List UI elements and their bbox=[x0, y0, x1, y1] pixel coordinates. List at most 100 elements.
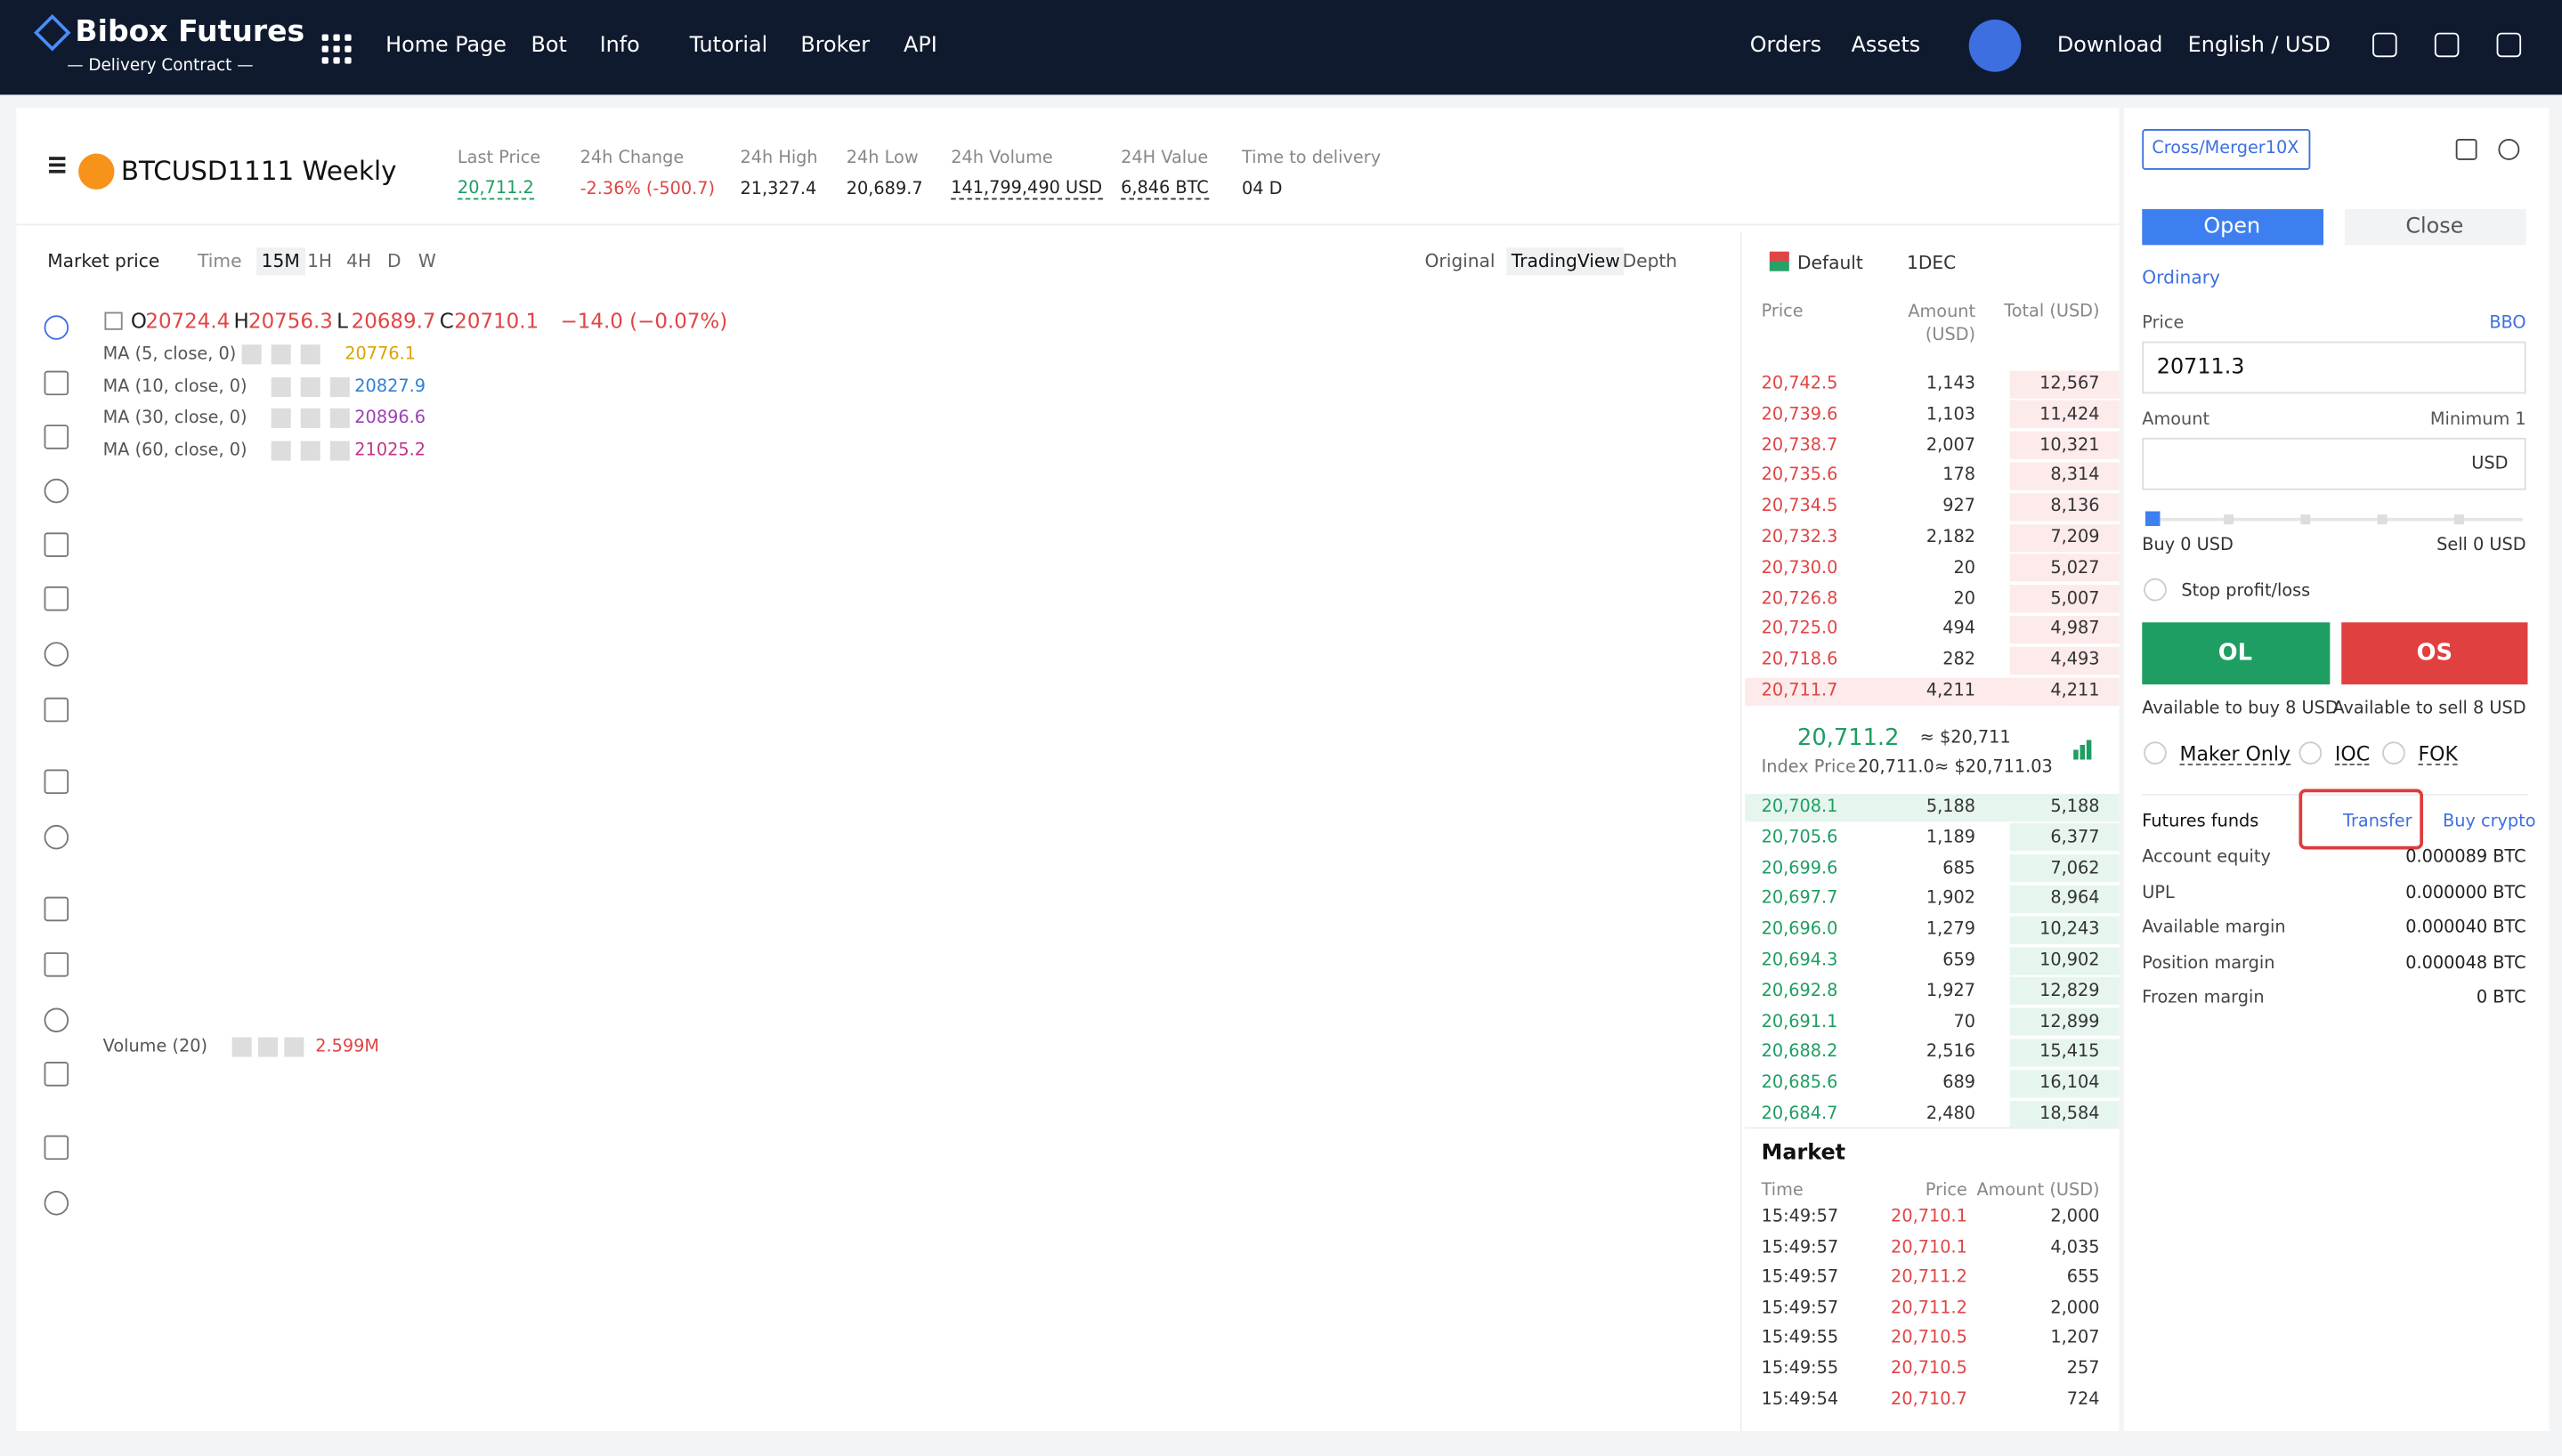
amount-input[interactable] bbox=[2142, 437, 2526, 490]
radio[interactable] bbox=[2299, 741, 2323, 764]
ob-price[interactable]: 20,739.6 bbox=[1761, 404, 1838, 425]
ma-icon[interactable] bbox=[329, 408, 350, 428]
tab-close[interactable] bbox=[2344, 208, 2526, 246]
ob-price[interactable]: 20,725.0 bbox=[1761, 619, 1838, 639]
nav-link[interactable]: Home Page bbox=[385, 33, 507, 59]
tool-icon[interactable] bbox=[44, 824, 69, 850]
book-icon[interactable] bbox=[1769, 251, 1789, 271]
buy-crypto-link[interactable]: Buy crypto bbox=[2443, 811, 2536, 831]
nav-icon[interactable] bbox=[2496, 32, 2522, 58]
tool-icon[interactable] bbox=[44, 370, 69, 396]
nav-icon[interactable] bbox=[2372, 32, 2397, 58]
ob-price[interactable]: 20,694.3 bbox=[1761, 950, 1838, 970]
tool-icon[interactable] bbox=[44, 586, 69, 611]
tool-icon[interactable] bbox=[44, 425, 69, 449]
nav-link[interactable]: Tutorial bbox=[689, 33, 768, 59]
os-label[interactable]: OS bbox=[2416, 640, 2453, 667]
ma-icon[interactable] bbox=[329, 440, 350, 460]
tab-label[interactable]: Close bbox=[2405, 214, 2464, 239]
ob-price[interactable]: 20,699.6 bbox=[1761, 858, 1838, 878]
ol-label[interactable]: OL bbox=[2217, 640, 2253, 667]
bbo[interactable]: BBO bbox=[2489, 312, 2526, 333]
price-input[interactable] bbox=[2142, 341, 2526, 394]
slider-handle[interactable] bbox=[2144, 511, 2161, 527]
order-type[interactable]: Ordinary bbox=[2142, 267, 2220, 288]
view-tab[interactable]: Depth bbox=[1622, 250, 1678, 272]
menu-icon[interactable] bbox=[49, 163, 66, 167]
ob-price[interactable]: 20,734.5 bbox=[1761, 496, 1838, 516]
ob-price[interactable]: 20,696.0 bbox=[1761, 919, 1838, 940]
ma-icon[interactable] bbox=[329, 376, 350, 397]
tab-open[interactable] bbox=[2142, 208, 2324, 246]
vol-icon[interactable] bbox=[284, 1037, 304, 1057]
book-group[interactable]: Default bbox=[1797, 252, 1863, 274]
option-label[interactable]: Maker Only bbox=[2179, 742, 2291, 765]
ob-price[interactable]: 20,692.8 bbox=[1761, 981, 1838, 1001]
mode-label[interactable]: Cross/Merger10X bbox=[2152, 138, 2299, 158]
book-dec[interactable]: 1DEC bbox=[1906, 252, 1957, 274]
tool-icon[interactable] bbox=[44, 642, 69, 667]
interval[interactable]: 15M bbox=[256, 247, 305, 276]
tool-icon[interactable] bbox=[44, 1135, 69, 1161]
transfer-link[interactable]: Transfer bbox=[2343, 811, 2412, 831]
market-select[interactable]: Market price bbox=[47, 250, 160, 272]
ob-price[interactable]: 20,726.8 bbox=[1761, 588, 1838, 609]
ob-price[interactable]: 20,718.6 bbox=[1761, 650, 1838, 670]
tool-icon[interactable] bbox=[44, 952, 69, 977]
tool-icon[interactable] bbox=[44, 1007, 69, 1033]
ob-price[interactable]: 20,705.6 bbox=[1761, 827, 1838, 847]
settings-icon[interactable] bbox=[2498, 139, 2520, 160]
ob-price[interactable]: 20,688.2 bbox=[1761, 1042, 1838, 1063]
ma-icon[interactable] bbox=[271, 344, 291, 365]
view-tab[interactable]: Original bbox=[1424, 250, 1496, 272]
ob-price[interactable]: 20,732.3 bbox=[1761, 527, 1838, 547]
tool-icon[interactable] bbox=[44, 697, 69, 723]
ob-price[interactable]: 20,708.1 bbox=[1761, 797, 1838, 817]
view-tab[interactable]: TradingView bbox=[1506, 247, 1626, 276]
ob-price[interactable]: 20,738.7 bbox=[1761, 434, 1838, 455]
tool-icon[interactable] bbox=[44, 532, 69, 557]
ma-icon[interactable] bbox=[271, 376, 291, 397]
ma-icon[interactable] bbox=[271, 408, 291, 428]
ob-price[interactable]: 20,742.5 bbox=[1761, 373, 1838, 393]
ma-icon[interactable] bbox=[300, 376, 320, 397]
tool-icon[interactable] bbox=[44, 315, 69, 340]
ma-icon[interactable] bbox=[300, 440, 320, 460]
nav-icon[interactable] bbox=[2434, 32, 2460, 58]
nav-link[interactable]: Download bbox=[2056, 33, 2163, 59]
tool-icon[interactable] bbox=[44, 1191, 69, 1216]
option-label[interactable]: IOC bbox=[2334, 742, 2371, 765]
ob-price[interactable]: 20,691.1 bbox=[1761, 1011, 1838, 1031]
tab-label[interactable]: Open bbox=[2203, 214, 2261, 239]
interval[interactable]: D bbox=[387, 250, 401, 272]
nav-link[interactable]: English / USD bbox=[2187, 33, 2331, 59]
nav-link[interactable]: Info bbox=[599, 33, 640, 59]
interval[interactable]: 4H bbox=[346, 250, 372, 272]
nav-link[interactable]: API bbox=[904, 33, 937, 59]
ma-icon[interactable] bbox=[300, 408, 320, 428]
radio[interactable] bbox=[2144, 741, 2167, 764]
radio[interactable] bbox=[2382, 741, 2405, 764]
ob-price[interactable]: 20,735.6 bbox=[1761, 465, 1838, 486]
slider-track[interactable] bbox=[2146, 517, 2523, 522]
ma-icon[interactable] bbox=[300, 344, 320, 365]
interval[interactable]: 1H bbox=[307, 250, 333, 272]
tool-icon[interactable] bbox=[44, 896, 69, 922]
ob-price[interactable]: 20,685.6 bbox=[1761, 1072, 1838, 1093]
nav-link[interactable]: Broker bbox=[800, 33, 871, 59]
interval[interactable]: W bbox=[418, 250, 436, 272]
ob-price[interactable]: 20,697.7 bbox=[1761, 888, 1838, 909]
mode-btn[interactable] bbox=[2142, 129, 2311, 170]
nav-link[interactable]: Bot bbox=[531, 33, 567, 59]
ol-btn[interactable] bbox=[2142, 622, 2331, 685]
vol-icon[interactable] bbox=[258, 1037, 279, 1057]
avatar[interactable] bbox=[1968, 20, 2022, 72]
collapse-icon[interactable] bbox=[104, 311, 123, 330]
settings-icon[interactable] bbox=[2455, 139, 2477, 160]
checkbox[interactable] bbox=[2144, 578, 2167, 602]
vol-icon[interactable] bbox=[231, 1037, 252, 1057]
ob-price[interactable]: 20,730.0 bbox=[1761, 557, 1838, 578]
ma-icon[interactable] bbox=[241, 344, 262, 365]
tool-icon[interactable] bbox=[44, 769, 69, 795]
os-btn[interactable] bbox=[2341, 622, 2528, 685]
